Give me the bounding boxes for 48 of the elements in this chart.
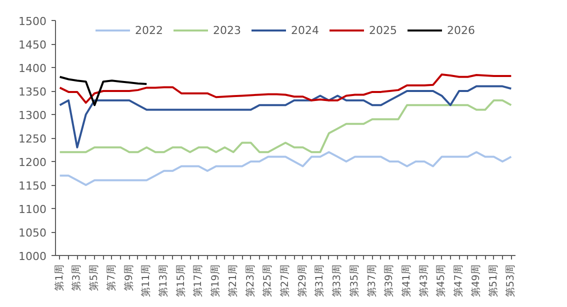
y-tick-label: 1450 [18, 38, 47, 52]
x-tick-label: 第21周 [226, 264, 239, 298]
line-series [58, 76, 148, 106]
y-tick-label: 1350 [18, 86, 47, 98]
x-tick-label: 第33周 [331, 264, 344, 298]
x-tick-label: 第49周 [470, 264, 482, 298]
x-tick-label: 第23周 [244, 264, 256, 298]
x-tick-label: 第51周 [487, 264, 500, 298]
x-tick-label: 第19周 [210, 264, 222, 298]
y-tick-label: 1400 [18, 62, 47, 75]
x-tick-label: 第1周 [53, 264, 66, 291]
line-series [58, 151, 512, 186]
x-tick-label: 第29周 [296, 264, 308, 298]
y-tick-label: 1100 [18, 203, 47, 216]
x-tick-label: 第7周 [105, 264, 118, 291]
x-tick-label: 第37周 [366, 264, 378, 298]
x-tick-label: 第41周 [400, 264, 413, 298]
y-tick-label: 1050 [18, 226, 47, 240]
y-tick-label: 1150 [18, 180, 47, 192]
legend-label: 2025 [369, 24, 397, 36]
line-series [58, 74, 512, 104]
x-tick-label: 第9周 [122, 264, 135, 291]
legend-label: 2024 [291, 24, 319, 36]
x-tick-label: 第45周 [435, 264, 448, 298]
x-tick-label: 第11周 [140, 264, 152, 298]
line-series [58, 85, 512, 148]
y-tick-label: 1200 [18, 156, 47, 169]
x-tick-label: 第47周 [452, 264, 465, 298]
x-tick-label: 第5周 [88, 264, 100, 291]
x-tick-label: 第25周 [262, 264, 274, 298]
x-tick-label: 第17周 [192, 264, 204, 298]
x-tick-label: 第35周 [348, 264, 360, 298]
x-tick-label: 第15周 [174, 264, 187, 298]
legend-label: 2023 [213, 24, 241, 36]
y-tick-label: 1250 [18, 132, 47, 146]
x-tick-label: 第43周 [418, 264, 430, 298]
x-tick-label: 第13周 [157, 264, 170, 298]
x-tick-label: 第39周 [383, 264, 396, 298]
x-tick-label: 第27周 [279, 264, 291, 298]
line-series [58, 99, 512, 154]
legend-label: 2026 [447, 24, 475, 36]
x-tick-label: 第53周 [504, 264, 517, 298]
x-tick-label: 第31周 [314, 264, 326, 298]
y-tick-label: 1500 [18, 15, 47, 28]
x-tick-label: 第3周 [70, 264, 83, 291]
legend-label: 2022 [135, 24, 163, 36]
y-tick-label: 1300 [18, 109, 47, 122]
y-tick-label: 1000 [18, 250, 47, 263]
